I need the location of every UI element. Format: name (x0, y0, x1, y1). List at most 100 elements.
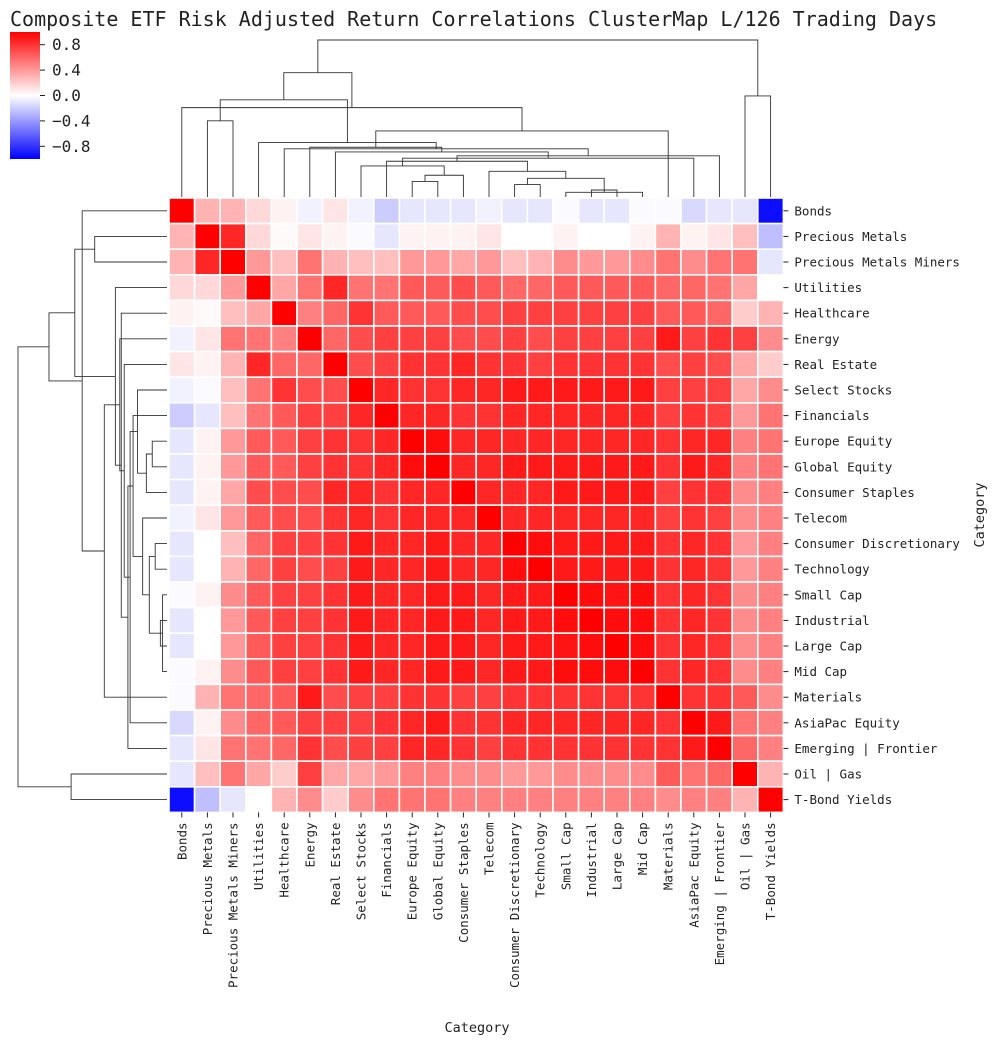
heatmap-cell (731, 248, 759, 276)
heatmap-cell (552, 376, 580, 404)
heatmap-cell (654, 273, 682, 302)
heatmap-cell (500, 273, 529, 302)
heatmap-cell (731, 478, 759, 507)
heatmap-cell (654, 555, 682, 583)
row-dendrogram-link (145, 453, 167, 493)
column-tick-label: Utilities (251, 822, 266, 890)
heatmap-cell (603, 222, 631, 251)
heatmap-cell (603, 555, 631, 583)
heatmap-cell (245, 350, 273, 379)
heatmap-cell (270, 478, 298, 507)
heatmap-cell (424, 248, 452, 276)
heatmap-cell (500, 453, 529, 481)
heatmap-cell (526, 478, 554, 507)
heatmap-cell (756, 478, 785, 507)
heatmap-cell (500, 478, 529, 507)
column-dendrogram-link (402, 157, 695, 197)
heatmap-cell (680, 581, 708, 609)
heatmap-cell (628, 325, 657, 353)
heatmap-cell (603, 299, 631, 327)
row-tick-labels: Bonds Precious Metals Precious Metals Mine… (783, 203, 960, 807)
heatmap-cell (219, 683, 247, 711)
heatmap-cell (705, 581, 733, 609)
heatmap-cell (321, 273, 350, 302)
heatmap-cell (705, 222, 733, 251)
heatmap-cell (245, 683, 273, 711)
heatmap-cell (475, 401, 503, 430)
heatmap-cell (347, 222, 375, 251)
heatmap-cell (321, 350, 350, 379)
column-tick-label: Bonds (174, 822, 189, 860)
heatmap-cell (577, 785, 605, 814)
heatmap-cell (577, 299, 605, 327)
heatmap-cell (552, 581, 580, 609)
heatmap-cell (270, 401, 298, 430)
heatmap-cell (603, 273, 631, 302)
heatmap-cell (270, 709, 298, 737)
column-tick-label: Consumer Staples (456, 822, 471, 942)
heatmap-cell (347, 709, 375, 737)
row-dendrogram-link (154, 543, 167, 570)
column-dendrogram-link (456, 155, 720, 197)
heatmap-cell (756, 453, 785, 481)
heatmap-cell (731, 299, 759, 327)
heatmap-cell (270, 427, 298, 455)
heatmap-cell (245, 197, 273, 225)
heatmap-cell (347, 401, 375, 430)
heatmap-cell (424, 504, 452, 532)
heatmap-cell (628, 657, 657, 686)
heatmap-cell (552, 350, 580, 379)
heatmap-cell (168, 632, 196, 660)
heatmap-cell (296, 273, 324, 302)
heatmap-cell (756, 197, 785, 225)
row-tick-label: Small Cap (794, 587, 862, 602)
heatmap-cell (756, 734, 785, 762)
heatmap-cell (270, 581, 298, 609)
heatmap-cell (449, 632, 478, 660)
heatmap-cell (500, 709, 529, 737)
heatmap-cell (219, 273, 247, 302)
heatmap-cell (296, 657, 324, 686)
heatmap-cell (552, 273, 580, 302)
heatmap-cell (603, 197, 631, 225)
heatmap-cell (372, 197, 401, 225)
heatmap-cell (347, 453, 375, 481)
colorbar-tick-label: 0.0 (52, 86, 81, 105)
heatmap-cell (347, 581, 375, 609)
heatmap-cell (168, 734, 196, 762)
column-tick-label: Precious Metals (200, 822, 215, 935)
heatmap-cell (296, 299, 324, 327)
heatmap-cell (680, 785, 708, 814)
heatmap-cell (193, 709, 222, 737)
heatmap-cell (475, 222, 503, 251)
heatmap-cell (705, 555, 733, 583)
heatmap-cell (731, 376, 759, 404)
heatmap-cell (193, 555, 222, 583)
heatmap-cell (398, 376, 426, 404)
heatmap-cell (372, 734, 401, 762)
heatmap-cell (219, 734, 247, 762)
column-tick-label: T-Bond Yields (763, 822, 778, 920)
heatmap-cell (705, 427, 733, 455)
heatmap-cell (449, 248, 478, 276)
heatmap-cell (347, 734, 375, 762)
heatmap-cell (500, 734, 529, 762)
heatmap-cell (680, 606, 708, 634)
heatmap-cell (756, 709, 785, 737)
heatmap-cell (731, 504, 759, 532)
column-dendrogram-link (526, 177, 605, 187)
heatmap-cell (705, 248, 733, 276)
heatmap-cell (168, 709, 196, 737)
heatmap-cell (219, 504, 247, 532)
heatmap-cell (347, 197, 375, 225)
heatmap-cell (475, 248, 503, 276)
heatmap-cell (577, 581, 605, 609)
heatmap-cell (347, 427, 375, 455)
column-tick-label: Real Estate (328, 822, 343, 905)
heatmap-cell (577, 273, 605, 302)
heatmap-cell (654, 734, 682, 762)
heatmap-cell (577, 555, 605, 583)
heatmap-cell (603, 785, 631, 814)
heatmap-cell (628, 785, 657, 814)
row-tick-label: Precious Metals Miners (794, 255, 960, 270)
